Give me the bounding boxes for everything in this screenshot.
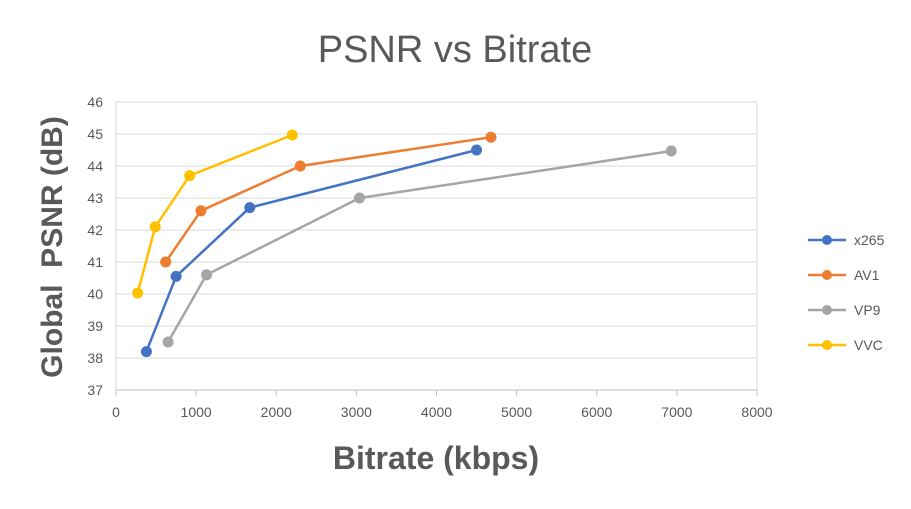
data-point-vp9 [354, 192, 366, 204]
data-point-av1 [160, 256, 172, 268]
data-point-av1 [195, 205, 207, 217]
legend: x265 AV1 VP9 VVC [808, 232, 885, 353]
legend-label-x265: x265 [854, 232, 885, 248]
y-tick-label: 44 [87, 158, 103, 174]
y-tick-label: 39 [87, 318, 103, 334]
y-tick-label: 38 [87, 350, 103, 366]
legend-label-vp9: VP9 [854, 302, 881, 318]
x-tick-label: 2000 [261, 404, 292, 420]
series-line-av1 [164, 135, 492, 263]
data-point-x265 [244, 202, 256, 214]
series-vp9 [162, 145, 677, 348]
y-tick-label: 41 [87, 254, 103, 270]
data-point-x265 [140, 346, 152, 358]
y-tick-label: 42 [87, 222, 103, 238]
x-tick-label: 8000 [741, 404, 772, 420]
series-x265 [140, 144, 483, 358]
data-point-x265 [170, 270, 182, 282]
data-point-av1 [294, 160, 306, 172]
x-tick-label: 1000 [181, 404, 212, 420]
series-vvc [132, 129, 298, 299]
legend-item-vvc: VVC [808, 337, 883, 353]
data-point-av1 [485, 131, 497, 143]
data-point-vp9 [665, 145, 677, 157]
y-tick-label: 46 [87, 94, 103, 110]
legend-label-av1: AV1 [854, 267, 880, 283]
data-point-vp9 [162, 336, 174, 348]
series-av1 [160, 131, 497, 268]
series-line-vvc [136, 133, 293, 294]
legend-marker-vp9 [822, 305, 832, 315]
legend-label-vvc: VVC [854, 337, 883, 353]
chart-title: PSNR vs Bitrate [318, 29, 593, 71]
y-tick-label: 45 [87, 126, 103, 142]
x-tick-label: 3000 [341, 404, 372, 420]
axes: 37 38 39 40 41 42 43 44 45 46 0 1000 2000 3000 4000 500… [87, 94, 772, 420]
data-point-vvc [132, 287, 144, 299]
y-tick-label: 40 [87, 286, 103, 302]
data-point-vvc [149, 221, 161, 233]
data-point-vvc [184, 170, 196, 182]
x-tick-label: 4000 [421, 404, 452, 420]
x-axis-title: Bitrate (kbps) [333, 440, 539, 476]
data-point-vp9 [201, 269, 213, 281]
y-axis-title: Global PSNR (dB) [36, 116, 69, 378]
data-point-vvc [286, 129, 298, 141]
y-tick-label: 43 [87, 190, 103, 206]
legend-item-vp9: VP9 [808, 302, 881, 318]
x-tick-label: 5000 [501, 404, 532, 420]
series-line-vp9 [167, 149, 672, 343]
legend-marker-av1 [822, 270, 832, 280]
data-point-x265 [471, 144, 483, 156]
legend-marker-x265 [822, 235, 832, 245]
legend-item-x265: x265 [808, 232, 885, 248]
x-tick-label: 0 [112, 404, 120, 420]
series-lines [132, 129, 677, 358]
x-tick-label: 6000 [581, 404, 612, 420]
series-line-x265 [145, 148, 477, 353]
gridlines [115, 101, 758, 391]
y-tick-label: 37 [87, 382, 103, 398]
legend-item-av1: AV1 [808, 267, 880, 283]
legend-marker-vvc [822, 340, 832, 350]
x-tick-label: 7000 [661, 404, 692, 420]
